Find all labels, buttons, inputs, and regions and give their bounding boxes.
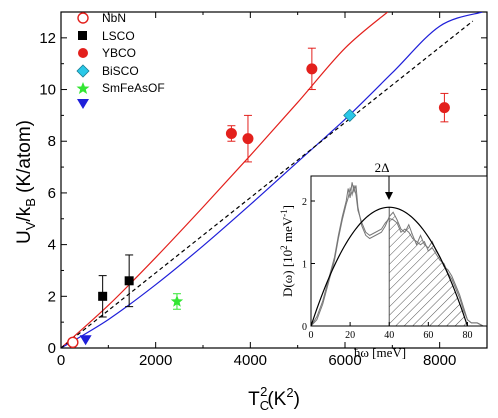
data-point-open-circle <box>67 336 79 349</box>
legend-item-bisco: BiSCO <box>76 64 139 78</box>
inset-annotation-2delta: 2Δ <box>375 160 390 175</box>
dos-curve <box>311 185 484 326</box>
data-point-circle <box>438 102 450 114</box>
y-tick-label: 10 <box>39 82 56 99</box>
inset-x-tick-label: 80 <box>462 330 472 341</box>
data-point-circle <box>225 127 237 139</box>
inset-axis-ticks: 0 20 40 60 80 0 1 2 <box>302 197 472 341</box>
y-tick-label: 6 <box>48 185 56 202</box>
inset-x-axis-label: ħω [meV] <box>354 345 406 360</box>
legend-marker-diamond <box>76 64 90 78</box>
y-tick-label: 0 <box>48 340 56 357</box>
legend-item-nbn: NbN <box>77 11 126 25</box>
x-tick-label: 6000 <box>328 352 361 369</box>
inset-y-tick-label: 0 <box>302 322 307 333</box>
inset-hatched-region <box>388 207 468 326</box>
dos-curve <box>311 182 484 326</box>
legend-label-lsco: LSCO <box>102 29 135 43</box>
y-tick-label: 8 <box>48 133 56 150</box>
legend-item-bafecoas <box>77 99 89 109</box>
legend-label-ybco: YBCO <box>102 46 136 60</box>
data-point-square <box>124 276 134 286</box>
data-point-star <box>170 294 184 307</box>
legend-marker-circle <box>78 48 88 58</box>
legend-marker-star <box>76 82 90 94</box>
fit-line-solid <box>61 12 388 348</box>
legend-label-smfeasof: SmFeAsOF <box>102 81 165 95</box>
inset-plot-frame <box>310 175 488 327</box>
y-axis-label: UV/kB (K/atom) <box>14 120 38 244</box>
inset-x-tick-label: 0 <box>309 330 314 341</box>
y-tick-label: 2 <box>48 288 56 305</box>
inset-annotation-arrow-head <box>385 192 393 200</box>
data-points <box>67 47 450 349</box>
x-tick-label: 4000 <box>234 352 267 369</box>
x-tick-label: 8000 <box>423 352 456 369</box>
inset-x-tick-label: 60 <box>423 330 433 341</box>
inset-chart: 0 20 40 60 80 0 1 2 2Δ D(ω) [102 meV-1] ħω [meV… <box>279 160 488 360</box>
inset-x-tick-label: 20 <box>345 330 355 341</box>
data-point-square <box>98 291 108 301</box>
x-axis-label: TC2(K2) <box>248 384 300 413</box>
inset-y-tick-label: 1 <box>302 260 307 271</box>
legend-marker-down-triangle <box>77 99 89 109</box>
y-tick-label: 12 <box>39 30 56 47</box>
inset-x-tick-label: 40 <box>384 330 394 341</box>
envelope-curve <box>311 206 469 326</box>
legend-label-nbn: NbN <box>102 11 126 25</box>
y-tick-label: 4 <box>48 237 56 254</box>
inset-y-tick-label: 2 <box>302 197 307 208</box>
inset-y-axis-label: D(ω) [102 meV-1] <box>279 205 295 297</box>
x-tick-label: 2000 <box>139 352 172 369</box>
data-point-circle <box>306 63 318 75</box>
data-point-diamond <box>343 108 357 122</box>
legend-marker-open-circle <box>77 12 89 24</box>
legend-item-lsco: LSCO <box>78 29 135 43</box>
legend-label-bisco: BiSCO <box>102 64 139 78</box>
legend-marker-square <box>78 31 87 40</box>
fit-line-solid <box>61 12 483 348</box>
x-tick-label: 0 <box>57 352 65 369</box>
inset-dos-curves <box>311 182 484 326</box>
legend: NbN LSCO YBCO BiSCO SmFeAsOF <box>76 11 165 109</box>
data-point-down-triangle <box>79 335 92 346</box>
hatched-area <box>389 212 468 326</box>
legend-item-smfeasof: SmFeAsOF <box>76 81 165 95</box>
data-point-circle <box>242 133 254 145</box>
legend-item-ybco: YBCO <box>78 46 136 60</box>
